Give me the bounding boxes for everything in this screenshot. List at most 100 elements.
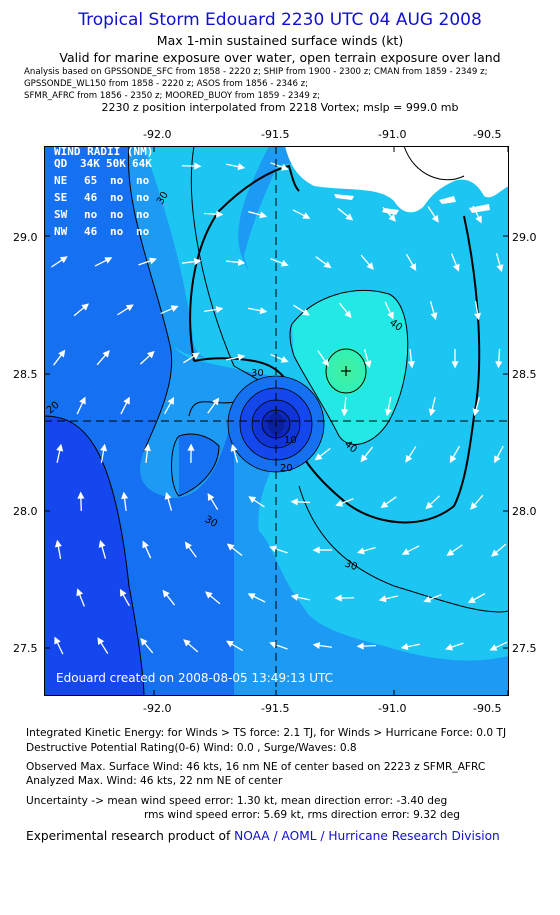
wind-vector-head (259, 211, 268, 219)
right-lat-tick: 28.5 (512, 368, 537, 381)
wind-vector-head (475, 215, 482, 224)
footer-credit: Experimental research product of NOAA / … (26, 829, 500, 843)
wind-vector-head (334, 594, 342, 602)
wind-vector-head (407, 360, 415, 369)
wind-vector-head (341, 408, 349, 417)
wind-vector-head (356, 547, 365, 555)
wind-vector-head (425, 501, 434, 510)
wind-vector-head (387, 311, 394, 320)
wind-vector-head (345, 213, 354, 221)
wind-vector-head (428, 408, 436, 417)
wind-radii-cell: no (110, 191, 124, 204)
subtitle-variable: Max 1-min sustained surface winds (kt) (156, 33, 404, 48)
wind-vector-head (247, 593, 256, 600)
wind-radii-header-cell: 34K (80, 157, 100, 170)
wind-vector-head (496, 264, 504, 273)
uncertainty-line-2: rms wind speed error: 5.69 kt, rms direc… (144, 809, 461, 821)
top-lon-tick: -92.0 (143, 128, 172, 141)
wind-vector-head (123, 396, 130, 405)
wind-vector-head (312, 642, 321, 650)
wind-vector-head (79, 396, 86, 405)
wind-vector-head (183, 639, 191, 647)
wind-vector-head (259, 307, 268, 315)
wind-vector-head (409, 263, 417, 272)
wind-vector-head (77, 491, 85, 499)
wind-vector-head (97, 637, 105, 646)
wind-vector-head (164, 491, 172, 500)
wind-radii-cell: 65 (84, 174, 97, 187)
hrd-link[interactable]: NOAA / AOML / Hurricane Research Divisio… (234, 829, 500, 843)
wind-vector-head (290, 593, 299, 601)
wind-radii-cell: no (136, 225, 150, 238)
wind-radii-header-cell: QD (54, 157, 68, 170)
wind-vector-head (237, 353, 246, 361)
wind-vector-head (467, 596, 476, 604)
wind-vector-head (119, 588, 127, 597)
wind-vector-head (430, 312, 438, 321)
wind-vector-head (472, 408, 480, 417)
wind-vector-head (142, 540, 149, 549)
wind-vector-head (451, 361, 459, 369)
plot-title: Tropical Storm Edouard 2230 UTC 04 AUG 2… (78, 10, 482, 30)
wind-vector-head (452, 263, 460, 272)
wind-vector-head (280, 259, 289, 267)
wind-vector-head (302, 212, 311, 219)
left-lat-tick: 28.5 (13, 368, 38, 381)
footer-credit-prefix: Experimental research product of (26, 829, 235, 843)
wind-vector-head (143, 443, 151, 452)
wind-vector-head (321, 358, 329, 367)
wind-vector-head (344, 310, 352, 319)
wind-vector-head (335, 499, 344, 507)
wind-vector-head (226, 543, 235, 551)
right-lat-tick: 29.0 (512, 231, 537, 244)
wind-vector-head (494, 455, 501, 464)
wind-vector-head (380, 501, 389, 509)
wind-vector-head (184, 541, 192, 550)
wind-vector-head (149, 257, 157, 265)
wind-vector-head (360, 454, 368, 463)
wind-vector-head (388, 214, 396, 222)
wind-vector-head (401, 548, 410, 555)
wind-vector-head (147, 350, 155, 359)
wind-vector-head (269, 545, 277, 553)
wind-vector-head (170, 305, 179, 312)
land-louisiana (285, 146, 509, 213)
right-lat-tick: 28.0 (512, 505, 537, 518)
wind-vector-head (56, 443, 64, 452)
bottom-lon-tick: -91.5 (261, 702, 290, 715)
wind-vector-head (207, 493, 215, 501)
wind-radii-cell: no (136, 191, 150, 204)
wind-vector-head (445, 643, 453, 651)
ike-line: Integrated Kinetic Energy: for Winds > T… (26, 727, 507, 739)
wind-vector-head (58, 349, 66, 358)
wind-vector-head (59, 256, 68, 264)
contour-label: 10 (284, 435, 297, 446)
wind-radii-cell: no (110, 174, 124, 187)
max-wind-marker (341, 366, 351, 376)
wind-vector-head (384, 408, 392, 417)
analysis-sources-1: Analysis based on GPSSONDE_SFC from 1858… (24, 67, 488, 77)
wind-vector-head (290, 498, 298, 506)
wind-vector-head (81, 303, 90, 311)
wind-vector-head (446, 548, 455, 556)
wind-vector-head (364, 360, 372, 369)
wind-radii-header-cell: 50K (106, 157, 126, 170)
wind-vector-head (495, 361, 503, 369)
left-lat-tick: 29.0 (13, 231, 38, 244)
wind-vector-head (54, 636, 61, 645)
contour-label: 30 (251, 368, 264, 379)
wind-vector-head (356, 642, 364, 650)
contour-34kt (189, 164, 481, 524)
uncertainty-line-1: Uncertainty -> mean wind speed error: 1.… (26, 795, 448, 807)
wind-radii-cell: no (110, 208, 124, 221)
wind-vector-head (474, 312, 482, 321)
wind-radii-cell: no (110, 225, 124, 238)
wind-vector-head (76, 588, 84, 597)
wind-radii-cell: 46 (84, 191, 98, 204)
wind-radii-cell: no (136, 174, 150, 187)
wind-vector-head (215, 305, 224, 313)
right-lat-tick: 27.5 (512, 642, 537, 655)
wind-vector-head (489, 644, 498, 651)
wind-vector-head (280, 163, 289, 171)
wind-vector-head (470, 502, 478, 510)
